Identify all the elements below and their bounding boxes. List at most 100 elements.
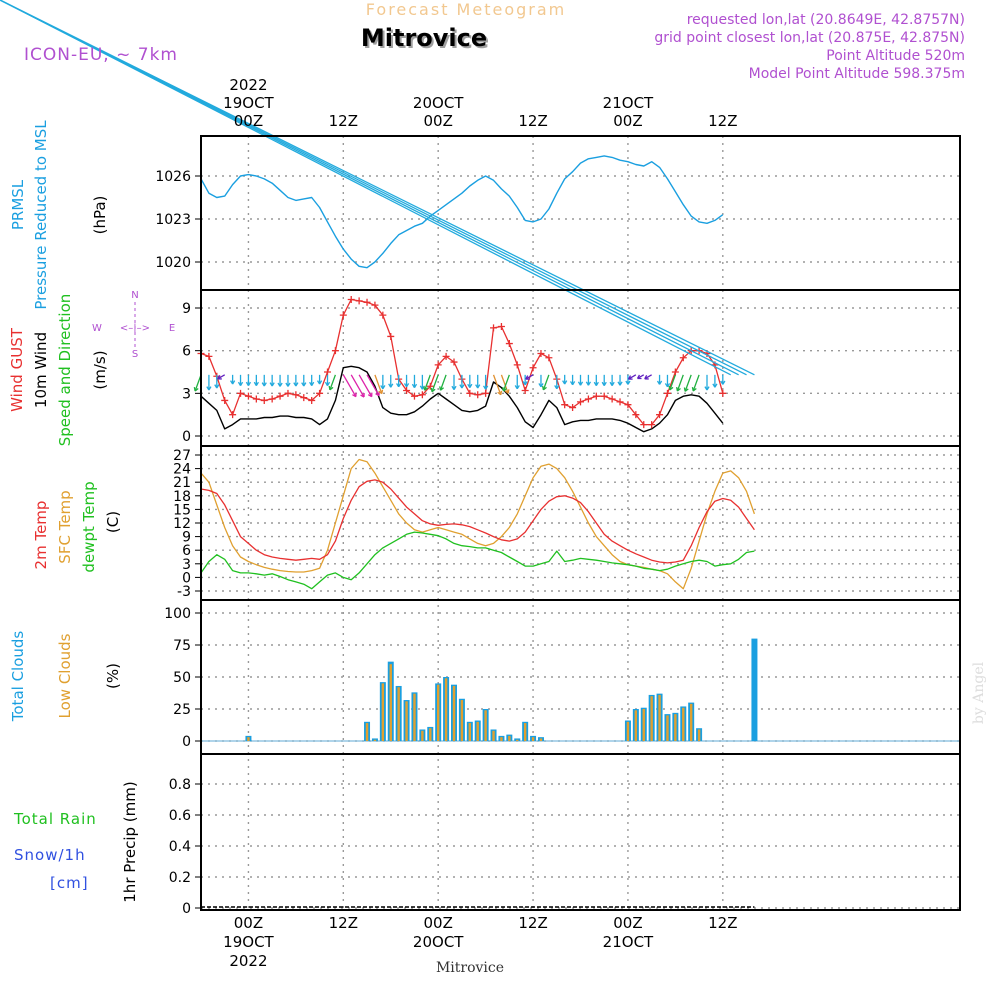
bottom-xtick-label-0: 00Z [234, 914, 263, 932]
wind-arrow-42 [525, 374, 534, 380]
low-cloud-bar-0 [247, 737, 250, 741]
wind-arrowhead-56 [636, 374, 642, 380]
clouds-low-label: Low Clouds [56, 633, 74, 718]
clouds-ytick-label-4: 100 [164, 606, 191, 622]
wind-arrowhead-35 [475, 384, 481, 389]
wind-arrowhead-10 [277, 382, 283, 387]
gust-marker-50 [592, 392, 600, 400]
2m-temp-line [200, 479, 755, 564]
low-cloud-bar-38 [658, 694, 661, 741]
low-cloud-bar-14 [468, 723, 472, 741]
wind-arrowhead-51 [601, 381, 607, 386]
wind-arrow-63 [692, 374, 700, 392]
wind-arrow-19 [350, 374, 365, 398]
top-xtick-label-3: 12Z [518, 112, 547, 130]
top-xtick-date-4: 21OCT [603, 94, 654, 112]
low-cloud-bar-17 [492, 730, 495, 741]
gust-marker-24 [387, 332, 395, 340]
wind-arrowhead-47 [569, 381, 576, 386]
wind-arrow-60 [669, 374, 676, 391]
gust-marker-59 [663, 389, 671, 397]
wind-gust-label: Wind GUST [8, 327, 26, 412]
low-cloud-bar-5 [397, 687, 400, 741]
gust-marker-28 [418, 391, 426, 399]
gust-marker-46 [561, 401, 569, 409]
gust-marker-31 [442, 352, 450, 360]
wind-arrowhead-5 [237, 381, 244, 386]
pressure-ytick-label-0: 1020 [155, 255, 191, 271]
bottom-xtick-year-0: 2022 [229, 952, 267, 970]
compass-icon: N S W E <–|–> [92, 290, 175, 360]
low-cloud-bar-37 [650, 696, 653, 741]
wind-arrowhead-18 [352, 392, 357, 398]
wind-arrow-3 [217, 374, 226, 380]
gust-marker-54 [624, 401, 632, 409]
wind-arrowhead-52 [609, 381, 615, 386]
gust-marker-1 [205, 352, 213, 360]
top-xtick-label-4: 00Z [613, 112, 642, 130]
compass-w: W [92, 323, 102, 334]
temp-ytick-label-6: 15 [173, 502, 191, 518]
gust-marker-41 [521, 386, 529, 394]
precip-ytick-label-1: 0.2 [169, 870, 191, 886]
gust-marker-16 [324, 368, 331, 376]
wind-arrowhead-8 [261, 382, 267, 387]
total-cloud-bar-50 [751, 638, 758, 741]
gust-marker-4 [229, 411, 237, 419]
low-cloud-bar-39 [666, 715, 669, 741]
temp-ytick-label-5: 12 [173, 516, 191, 532]
gust-marker-27 [410, 392, 418, 400]
wind-arrowhead-48 [577, 381, 584, 386]
gust-marker-34 [466, 389, 474, 397]
wind-gust-line [200, 298, 724, 426]
watermark: by Angel [971, 661, 987, 724]
wind-arrowhead-1 [206, 386, 212, 391]
wind-arrowhead-7 [253, 381, 259, 386]
wind-ytick-label-2: 6 [182, 344, 191, 360]
low-cloud-bar-41 [682, 707, 685, 741]
gust-marker-43 [537, 350, 545, 358]
wind-arrowhead-55 [628, 375, 633, 380]
gust-marker-11 [284, 389, 292, 397]
wind-arrowhead-37 [497, 390, 503, 396]
compass-e: E [169, 323, 175, 334]
gust-marker-9 [268, 395, 276, 403]
bottom-xtick-date-0: 19OCT [223, 933, 274, 951]
forecast-title: Forecast Meteogram [366, 0, 566, 19]
gust-marker-18 [339, 311, 347, 319]
wind-arrow-18 [342, 374, 357, 397]
model-altitude: Model Point Altitude 598.375m [749, 66, 965, 82]
wind-arrowhead-24 [388, 383, 394, 388]
wind-arrowhead-58 [656, 380, 663, 385]
wind-arrow-22 [374, 374, 383, 394]
gust-marker-52 [608, 395, 616, 403]
grid-layer [201, 136, 960, 910]
low-cloud-bar-34 [626, 721, 630, 741]
wind-arrowhead-31 [439, 386, 445, 391]
temp-ytick-label-10: 27 [173, 448, 191, 464]
low-cloud-bar-8 [421, 730, 424, 741]
wind-arrowhead-15 [316, 380, 323, 385]
prmsl-line [200, 155, 724, 269]
low-cloud-bar-6 [405, 701, 408, 741]
wind-arrowhead-42 [525, 375, 530, 380]
low-cloud-bar-12 [452, 685, 456, 741]
low-cloud-bar-16 [484, 710, 487, 741]
wind-arrowhead-23 [380, 385, 386, 390]
gust-marker-40 [513, 361, 521, 369]
temp-ytick-label-9: 24 [173, 462, 191, 478]
wind-arrowhead-59 [664, 383, 671, 388]
low-cloud-bar-22 [531, 737, 535, 741]
gust-marker-5 [237, 389, 245, 397]
gust-marker-36 [482, 389, 490, 397]
wind-arrowhead-39 [502, 386, 507, 392]
temp-unit: (C) [104, 511, 122, 533]
wind-arrowhead-32 [451, 385, 457, 390]
gust-marker-55 [632, 411, 640, 419]
precip-frame [200, 753, 961, 911]
wind-arrowhead-9 [269, 382, 275, 387]
temp-ytick-label-0: -3 [177, 584, 191, 600]
wind-arrowhead-33 [459, 384, 465, 389]
clouds-ytick-label-3: 75 [173, 638, 191, 654]
wind-arrowhead-6 [245, 381, 252, 386]
